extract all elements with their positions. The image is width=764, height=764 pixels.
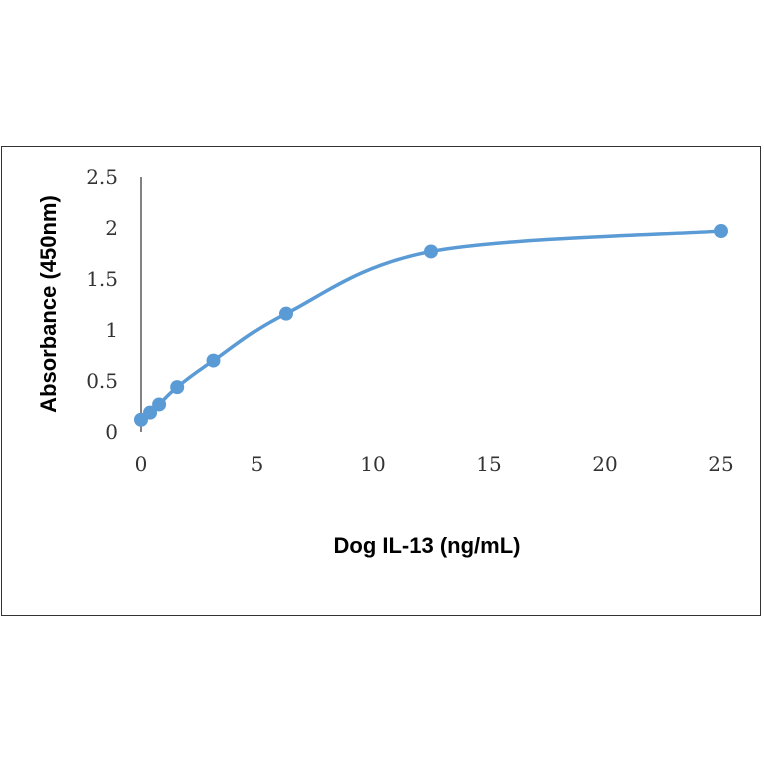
series-markers [134, 224, 728, 427]
y-tick-label: 2 [105, 216, 118, 240]
x-tick-label: 5 [251, 452, 264, 476]
x-tick-label: 25 [708, 452, 733, 476]
y-axis-title: Absorbance (450nm) [36, 195, 61, 413]
data-point [143, 405, 158, 420]
data-point [206, 353, 221, 368]
x-tick-labels: 0 5 10 15 20 25 [135, 452, 734, 476]
series-line [139, 229, 723, 422]
y-tick-label: 2.5 [86, 165, 118, 189]
y-tick-label: 1.5 [86, 267, 118, 291]
y-tick-labels: 0 0.5 1 1.5 2 2.5 [86, 165, 118, 444]
x-tick-label: 0 [135, 452, 148, 476]
x-tick-label: 10 [360, 452, 385, 476]
data-point [714, 224, 728, 239]
chart-frame [1, 146, 761, 616]
x-tick-label: 20 [592, 452, 617, 476]
x-tick-label: 15 [476, 452, 501, 476]
x-axis-title: Dog IL-13 (ng/mL) [334, 533, 521, 558]
y-tick-label: 1 [105, 318, 118, 342]
y-tick-label: 0.5 [86, 369, 118, 393]
data-point [170, 380, 185, 395]
data-point [152, 397, 167, 412]
y-tick-label: 0 [105, 420, 118, 444]
data-point [424, 244, 438, 259]
data-point [279, 306, 293, 321]
